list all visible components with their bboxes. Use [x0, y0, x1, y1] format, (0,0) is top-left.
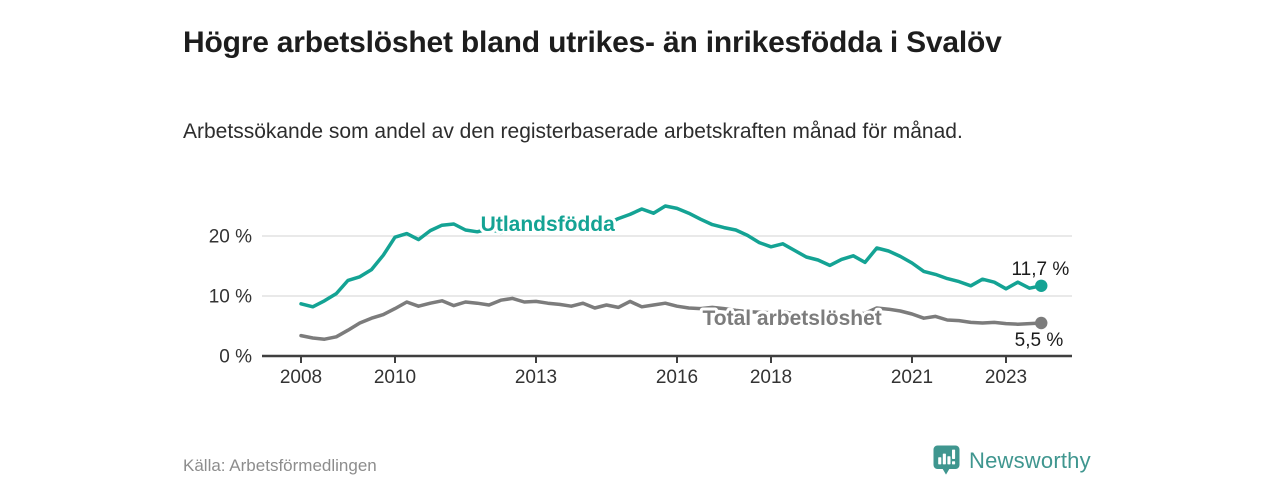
- brand-name: Newsworthy: [969, 447, 1091, 473]
- y-axis-tick-label: 10 %: [209, 287, 252, 308]
- y-axis-tick-label: 20 %: [209, 227, 252, 248]
- x-axis-tick-label: 2021: [891, 367, 933, 388]
- bar-chart-speech-bubble-icon: [933, 445, 960, 476]
- x-axis-tick-label: 2008: [280, 367, 322, 388]
- series-end-value-label: 11,7 %: [1012, 259, 1070, 280]
- chart-subtitle: Arbetssökande som andel av den registerb…: [183, 120, 963, 143]
- source-note: Källa: Arbetsförmedlingen: [183, 456, 377, 475]
- series-end-dot: [1035, 316, 1048, 330]
- series-label: Total arbetslöshet: [702, 307, 881, 330]
- page-title: Högre arbetslöshet bland utrikes- än inr…: [183, 26, 1002, 60]
- series-label: Utlandsfödda: [481, 213, 615, 236]
- x-axis-tick-label: 2018: [750, 367, 792, 388]
- series-line: [299, 296, 1044, 341]
- series-line: [299, 204, 1044, 309]
- x-axis-tick-label: 2016: [656, 367, 698, 388]
- x-axis-tick-label: 2010: [374, 367, 416, 388]
- brand-lockup: Newsworthy: [933, 445, 1091, 476]
- x-axis-tick-label: 2013: [515, 367, 557, 388]
- y-axis-tick-label: 0 %: [219, 347, 252, 368]
- x-axis-tick-label: 2023: [985, 367, 1027, 388]
- series-end-dot: [1035, 279, 1048, 292]
- series-end-value-label: 5,5 %: [1015, 330, 1064, 351]
